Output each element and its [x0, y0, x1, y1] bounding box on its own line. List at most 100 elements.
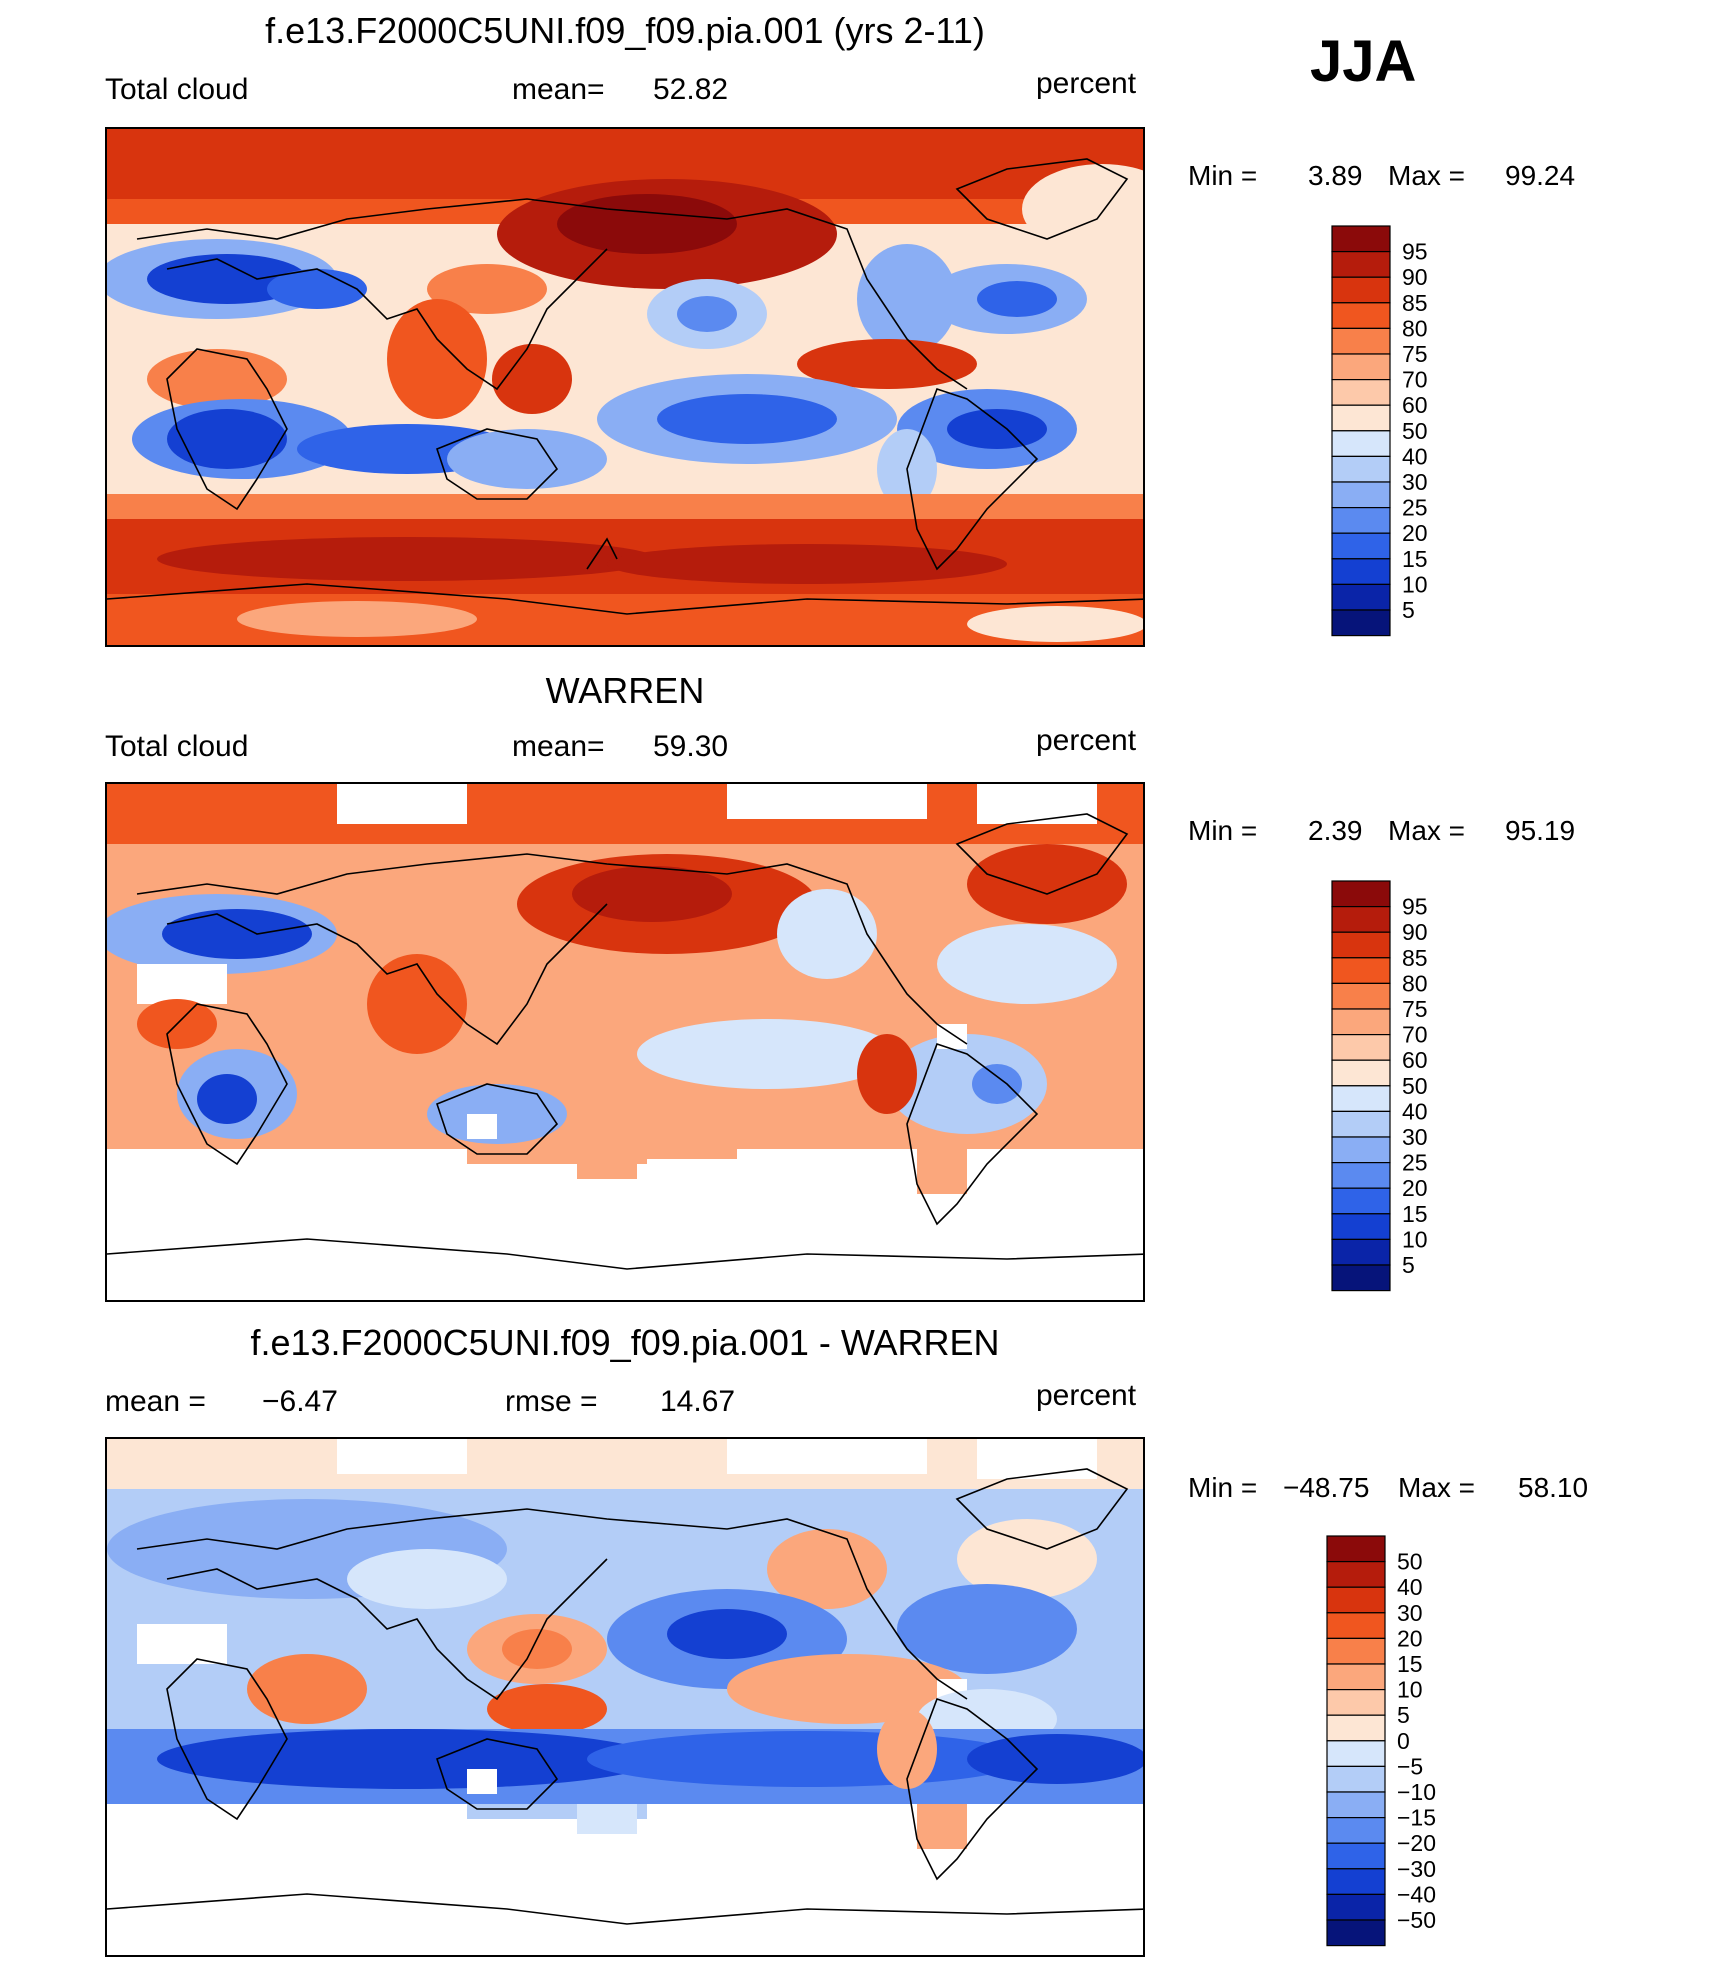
colorbar-3-swatch [1326, 1689, 1386, 1716]
colorbar-2-tick-label: 40 [1402, 1098, 1428, 1124]
colorbar-2-swatch [1331, 1264, 1391, 1292]
panel-1-units: percent [1036, 67, 1137, 100]
panel-3-min-value: −48.75 [1283, 1472, 1370, 1503]
colorbar-1-swatch [1331, 353, 1391, 381]
colorbar-1-tick-label: 90 [1402, 264, 1428, 290]
colorbar-1-swatch [1331, 327, 1391, 355]
colorbar-3-tick-label: 5 [1397, 1702, 1410, 1728]
colorbar-1-swatch [1331, 507, 1391, 534]
colorbar-1-tick-label: 70 [1402, 367, 1428, 393]
colorbar-3-tick-label: −50 [1397, 1907, 1436, 1933]
colorbar-2-tick-label: 95 [1402, 894, 1428, 920]
panel-1-stat-label: mean= [512, 73, 605, 106]
panel-3-rmse-value: 14.67 [660, 1385, 736, 1418]
colorbar-3-tick-label: 10 [1397, 1677, 1423, 1703]
colorbar-2-tick-label: 5 [1402, 1252, 1415, 1278]
colorbar-1-swatch [1331, 455, 1391, 483]
panel-2-title: WARREN [545, 670, 705, 711]
colorbar-3-swatch [1326, 1893, 1386, 1921]
panel-1-min-label: Min = [1188, 160, 1258, 191]
colorbar-1-swatch [1331, 404, 1391, 432]
colorbar-2-swatch [1331, 931, 1391, 959]
panel-2-stat-value: 59.30 [653, 730, 729, 763]
colorbar-2-tick-label: 70 [1402, 1022, 1428, 1048]
colorbar-2-swatch [1331, 880, 1391, 908]
colorbar-2-swatch [1331, 1085, 1391, 1113]
colorbar-2-swatch [1331, 1008, 1391, 1036]
colorbar-3-tick-label: −5 [1397, 1753, 1423, 1779]
panel-3-title: f.e13.F2000C5UNI.f09_f09.pia.001 - WARRE… [250, 1322, 1000, 1363]
colorbar-2-swatch [1331, 1162, 1391, 1189]
colorbar-1-swatch [1331, 379, 1391, 406]
colorbar-3-swatch [1326, 1535, 1386, 1563]
colorbar-3-tick-label: −20 [1397, 1830, 1436, 1856]
colorbar-1-swatch [1331, 532, 1391, 560]
panel-3-map [105, 1437, 1145, 1957]
panel-1-colorbar: 95 90 85 80 75 70 60 50 40 30 25 20 15 10 5 [1330, 225, 1450, 645]
colorbar-3-tick-label: −30 [1397, 1856, 1436, 1882]
panel-1-max-value: 99.24 [1505, 160, 1576, 191]
panel-1-map [105, 127, 1145, 647]
colorbar-2-swatch [1331, 1213, 1391, 1240]
colorbar-1-swatch [1331, 609, 1391, 637]
colorbar-2-tick-label: 20 [1402, 1175, 1428, 1201]
colorbar-1-tick-label: 40 [1402, 443, 1428, 469]
colorbar-1-tick-label: 30 [1402, 469, 1428, 495]
colorbar-3-swatch [1326, 1765, 1386, 1793]
colorbar-1-swatch [1331, 251, 1391, 278]
colorbar-2-swatch [1331, 1136, 1391, 1164]
colorbar-2-swatch [1331, 1238, 1391, 1266]
colorbar-1-tick-label: 60 [1402, 392, 1428, 418]
colorbar-1-swatch [1331, 225, 1391, 253]
colorbar-2-tick-label: 30 [1402, 1124, 1428, 1150]
panel-3-rmse-label: rmse = [505, 1385, 598, 1418]
panel-1-field-svg [107, 129, 1143, 645]
colorbar-2-swatch [1331, 1059, 1391, 1087]
colorbar-2-swatch [1331, 1034, 1391, 1061]
colorbar-2-swatch [1331, 1187, 1391, 1215]
colorbar-2-tick-label: 75 [1402, 996, 1428, 1022]
panel-2-min-value: 2.39 [1308, 815, 1363, 846]
colorbar-3-tick-label: 15 [1397, 1651, 1423, 1677]
colorbar-1-tick-label: 75 [1402, 341, 1428, 367]
colorbar-3-tick-label: 50 [1397, 1549, 1423, 1575]
colorbar-1-tick-label: 80 [1402, 315, 1428, 341]
colorbar-3-swatch [1326, 1919, 1386, 1947]
panel-2-min-label: Min = [1188, 815, 1258, 846]
panel-2-field-svg [107, 784, 1143, 1300]
colorbar-1-tick-label: 15 [1402, 546, 1428, 572]
panel-3-mean-label: mean = [105, 1385, 206, 1418]
panel-3-field-svg [107, 1439, 1143, 1955]
panel-3-units: percent [1036, 1379, 1137, 1412]
panel-1-field-label: Total cloud [105, 73, 249, 106]
colorbar-1-tick-label: 20 [1402, 520, 1428, 546]
panel-1-min-value: 3.89 [1308, 160, 1363, 191]
panel-3-max-value: 58.10 [1518, 1472, 1589, 1503]
colorbar-2-tick-label: 90 [1402, 919, 1428, 945]
colorbar-3-tick-label: 20 [1397, 1625, 1423, 1651]
colorbar-3-tick-label: 0 [1397, 1728, 1410, 1754]
panel-2-stat-label: mean= [512, 730, 605, 763]
colorbar-2-tick-label: 50 [1402, 1073, 1428, 1099]
colorbar-2-swatch [1331, 957, 1391, 985]
colorbar-3-swatch [1326, 1714, 1386, 1742]
colorbar-3-swatch [1326, 1663, 1386, 1691]
colorbar-2-tick-label: 15 [1402, 1201, 1428, 1227]
colorbar-1-swatch [1331, 583, 1391, 611]
colorbar-1-tick-label: 5 [1402, 597, 1415, 623]
panel-2-colorbar: 95 90 85 80 75 70 60 50 40 30 25 20 15 10 5 [1330, 880, 1450, 1300]
colorbar-1-tick-label: 10 [1402, 571, 1428, 597]
colorbar-2-tick-label: 85 [1402, 945, 1428, 971]
colorbar-2-tick-label: 10 [1402, 1226, 1428, 1252]
colorbar-3-tick-label: 40 [1397, 1574, 1423, 1600]
colorbar-2-tick-label: 60 [1402, 1047, 1428, 1073]
colorbar-3-swatch [1326, 1791, 1386, 1819]
colorbar-1-swatch [1331, 558, 1391, 585]
colorbar-2-swatch [1331, 1110, 1391, 1138]
panel-3-max-label: Max = [1398, 1472, 1476, 1503]
panel-2-map [105, 782, 1145, 1302]
panel-1-max-label: Max = [1388, 160, 1466, 191]
